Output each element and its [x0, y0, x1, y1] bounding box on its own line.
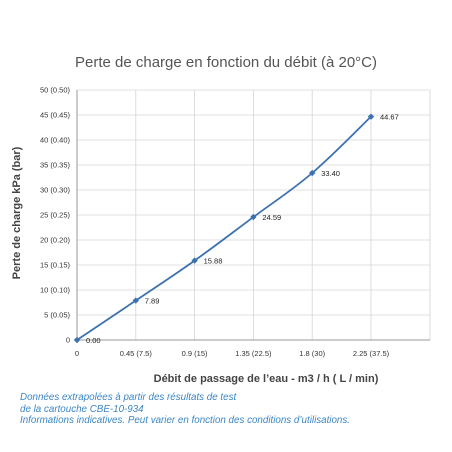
y-tick-label: 30 (0.30) — [40, 186, 71, 195]
data-series: 0.00 7.89 15.88 24.59 33.40 44.67 — [73, 113, 399, 345]
y-tick-label: 45 (0.45) — [40, 111, 71, 120]
data-label: 0.00 — [86, 336, 101, 345]
x-tick-label: 1.8 (30) — [299, 349, 325, 358]
y-tick-label: 5 (0.05) — [44, 311, 70, 320]
footnote-line-3: Informations indicatives. Peut varier en… — [20, 415, 351, 426]
chart-title: Perte de charge en fonction du débit (à … — [74, 54, 378, 71]
y-axis-title: Perte de charge kPa (bar) — [11, 146, 23, 279]
x-tick-label: 0.45 (7.5) — [120, 349, 153, 358]
y-tick-label: 50 (0.50) — [40, 86, 71, 95]
y-tick-label: 25 (0.25) — [40, 211, 71, 220]
x-tick-label: 1.35 (22.5) — [235, 349, 272, 358]
data-label: 33.40 — [321, 169, 340, 178]
y-tick-label: 0 — [66, 336, 70, 345]
x-axis-title: Débit de passage de l’eau - m3 / h ( L /… — [154, 373, 379, 385]
data-label: 44.67 — [380, 113, 399, 122]
data-point-marker — [367, 113, 375, 120]
x-tick-label: 0 — [75, 349, 79, 358]
footnote-line-2: de la cartouche CBE-10-934 — [20, 403, 144, 415]
y-tick-label: 35 (0.35) — [40, 161, 71, 170]
data-label: 15.88 — [204, 257, 223, 266]
data-label: 24.59 — [262, 213, 281, 222]
data-point-marker — [250, 213, 257, 221]
x-tick-label: 2.25 (37.5) — [353, 349, 390, 358]
footnote: Données extrapolées à partir des résulta… — [20, 392, 440, 427]
y-tick-label: 15 (0.15) — [40, 261, 71, 270]
y-tick-label: 20 (0.20) — [40, 236, 71, 245]
y-tick-label: 40 (0.40) — [40, 136, 71, 145]
axes — [76, 90, 430, 341]
footnote-line-1: Données extrapolées à partir des résulta… — [20, 392, 237, 403]
x-tick-label: 0.9 (15) — [182, 349, 208, 358]
series-line — [76, 116, 372, 341]
data-label: 7.89 — [145, 297, 160, 306]
tick-labels: 0 5 (0.05) 10 (0.10) 15 (0.15) 20 (0.20) 25 (… — [40, 86, 390, 359]
data-point-marker — [73, 336, 81, 344]
y-tick-label: 10 (0.10) — [40, 286, 71, 295]
data-point-marker — [191, 257, 198, 264]
data-point-marker — [309, 169, 316, 177]
data-point-marker — [132, 297, 139, 304]
